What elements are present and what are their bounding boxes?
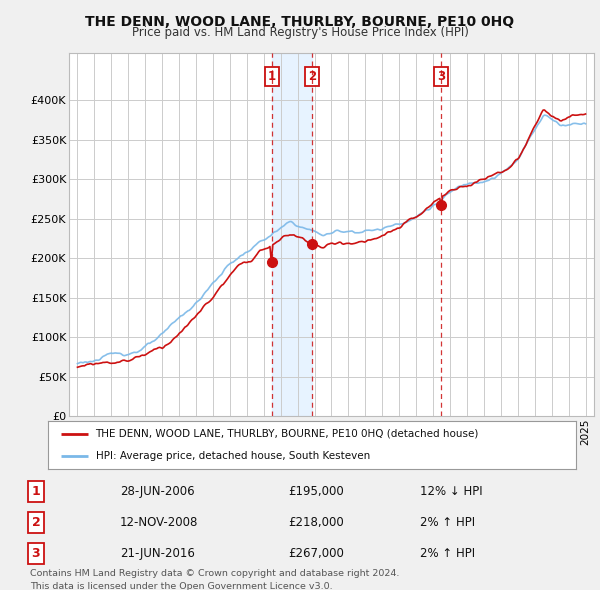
Text: 2% ↑ HPI: 2% ↑ HPI — [420, 547, 475, 560]
Text: 1: 1 — [32, 485, 40, 498]
Text: THE DENN, WOOD LANE, THURLBY, BOURNE, PE10 0HQ: THE DENN, WOOD LANE, THURLBY, BOURNE, PE… — [85, 15, 515, 29]
Text: 2% ↑ HPI: 2% ↑ HPI — [420, 516, 475, 529]
Text: 28-JUN-2006: 28-JUN-2006 — [120, 485, 194, 498]
Bar — [272, 53, 313, 416]
Text: THE DENN, WOOD LANE, THURLBY, BOURNE, PE10 0HQ (detached house): THE DENN, WOOD LANE, THURLBY, BOURNE, PE… — [95, 429, 479, 439]
Text: 2: 2 — [32, 516, 40, 529]
Text: 2: 2 — [308, 70, 316, 83]
Text: 3: 3 — [437, 70, 445, 83]
Text: Price paid vs. HM Land Registry's House Price Index (HPI): Price paid vs. HM Land Registry's House … — [131, 26, 469, 39]
Text: 21-JUN-2016: 21-JUN-2016 — [120, 547, 195, 560]
Text: 1: 1 — [268, 70, 276, 83]
Text: £195,000: £195,000 — [288, 485, 344, 498]
Text: This data is licensed under the Open Government Licence v3.0.: This data is licensed under the Open Gov… — [30, 582, 332, 590]
Text: 12-NOV-2008: 12-NOV-2008 — [120, 516, 199, 529]
Text: £267,000: £267,000 — [288, 547, 344, 560]
Text: 3: 3 — [32, 547, 40, 560]
Text: 12% ↓ HPI: 12% ↓ HPI — [420, 485, 482, 498]
Text: Contains HM Land Registry data © Crown copyright and database right 2024.: Contains HM Land Registry data © Crown c… — [30, 569, 400, 578]
Text: HPI: Average price, detached house, South Kesteven: HPI: Average price, detached house, Sout… — [95, 451, 370, 461]
Text: £218,000: £218,000 — [288, 516, 344, 529]
